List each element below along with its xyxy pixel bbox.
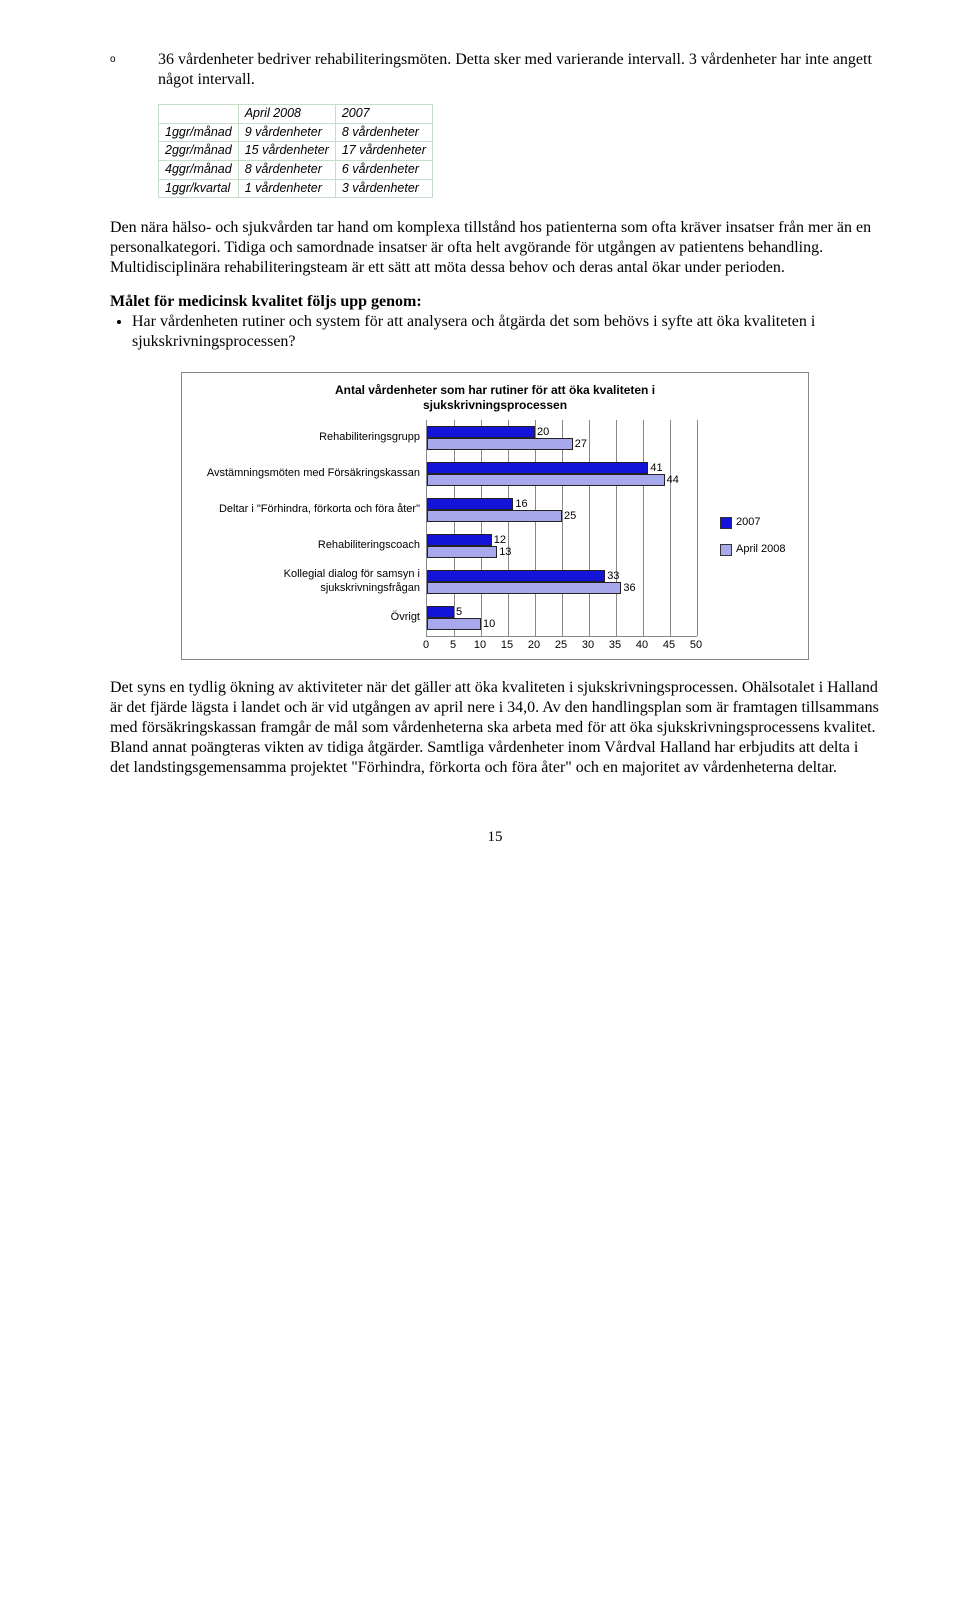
table-row: 1ggr/månad 9 vårdenheter 8 vårdenheter	[159, 123, 433, 142]
chart-category-label: Deltar i "Förhindra, förkorta och föra å…	[190, 492, 420, 528]
chart-bar: 13	[427, 546, 497, 558]
chart-bar-group: 1625	[427, 492, 697, 528]
x-tick-label: 35	[609, 639, 621, 653]
chart-title-line2: sjukskrivningsprocessen	[423, 398, 567, 412]
x-tick-label: 15	[501, 639, 513, 653]
chart-bar: 16	[427, 498, 513, 510]
chart-plot-area: 20274144162512133336510 0510152025303540…	[426, 420, 712, 653]
table-cell: 1ggr/månad	[159, 123, 239, 142]
chart-category-label: Rehabiliteringsgrupp	[190, 420, 420, 456]
x-tick-label: 30	[582, 639, 594, 653]
table-cell: 9 vårdenheter	[238, 123, 335, 142]
table-cell: 1ggr/kvartal	[159, 179, 239, 198]
chart-bar-value: 36	[620, 582, 635, 596]
chart-bar-value: 27	[572, 438, 587, 452]
table-header-row: April 2008 2007	[159, 105, 433, 124]
chart-bar-value: 10	[480, 618, 495, 632]
table-row: 1ggr/kvartal 1 vårdenheter 3 vårdenheter	[159, 179, 433, 198]
table-header-cell: 2007	[335, 105, 432, 124]
x-tick-label: 25	[555, 639, 567, 653]
x-tick-label: 20	[528, 639, 540, 653]
chart-bar: 41	[427, 462, 648, 474]
chart-category-axis: RehabiliteringsgruppAvstämningsmöten med…	[190, 420, 426, 653]
chart-category-label: Avstämningsmöten med Försäkringskassan	[190, 456, 420, 492]
paragraph-1: Den nära hälso- och sjukvården tar hand …	[110, 218, 880, 278]
chart-bar: 27	[427, 438, 573, 450]
chart-title-line1: Antal vårdenheter som har rutiner för at…	[335, 383, 655, 397]
chart-category-label: Övrigt	[190, 600, 420, 636]
chart-bar: 5	[427, 606, 454, 618]
x-tick-label: 10	[474, 639, 486, 653]
table-cell: 8 vårdenheter	[335, 123, 432, 142]
paragraph-2: Det syns en tydlig ökning av aktiviteter…	[110, 678, 880, 778]
x-tick-label: 0	[423, 639, 429, 653]
x-tick-label: 50	[690, 639, 702, 653]
chart-bar: 20	[427, 426, 535, 438]
table-cell: 17 vårdenheter	[335, 142, 432, 161]
table-cell: 2ggr/månad	[159, 142, 239, 161]
goal-list: Har vårdenheten rutiner och system för a…	[110, 312, 880, 352]
chart-bar-group: 4144	[427, 456, 697, 492]
page-number: 15	[110, 828, 880, 847]
chart-bar-group: 2027	[427, 420, 697, 456]
interval-table: April 2008 2007 1ggr/månad 9 vårdenheter…	[158, 104, 433, 198]
x-tick-label: 40	[636, 639, 648, 653]
legend-label: April 2008	[736, 543, 786, 557]
chart-x-axis: 05101520253035404550	[426, 637, 696, 653]
chart-bar: 44	[427, 474, 665, 486]
legend-swatch	[720, 544, 732, 556]
bullet-marker: o	[110, 50, 158, 90]
chart-bar-group: 1213	[427, 528, 697, 564]
table-cell: 1 vårdenheter	[238, 179, 335, 198]
table-cell: 3 vårdenheter	[335, 179, 432, 198]
table-row: 2ggr/månad 15 vårdenheter 17 vårdenheter	[159, 142, 433, 161]
table-header-cell	[159, 105, 239, 124]
table-cell: 6 vårdenheter	[335, 160, 432, 179]
chart-bar-group: 3336	[427, 564, 697, 600]
chart-bar: 36	[427, 582, 621, 594]
chart-bar-value: 25	[561, 510, 576, 524]
intro-bullet-text: 36 vårdenheter bedriver rehabiliteringsm…	[158, 50, 880, 90]
legend-item: April 2008	[720, 543, 800, 557]
legend-label: 2007	[736, 516, 760, 530]
intro-bullet: o 36 vårdenheter bedriver rehabilitering…	[110, 50, 880, 90]
goal-list-item: Har vårdenheten rutiner och system för a…	[132, 312, 880, 352]
table-cell: 15 vårdenheter	[238, 142, 335, 161]
chart-bar-value: 44	[664, 474, 679, 488]
chart-legend: 2007 April 2008	[712, 420, 800, 653]
goal-heading: Målet för medicinsk kvalitet följs upp g…	[110, 292, 880, 312]
chart-bar-group: 510	[427, 600, 697, 636]
legend-swatch	[720, 517, 732, 529]
quality-routines-chart: Antal vårdenheter som har rutiner för at…	[181, 372, 809, 660]
table-cell: 4ggr/månad	[159, 160, 239, 179]
x-tick-label: 5	[450, 639, 456, 653]
chart-bar: 25	[427, 510, 562, 522]
legend-item: 2007	[720, 516, 800, 530]
chart-category-label: Rehabiliteringscoach	[190, 528, 420, 564]
table-row: 4ggr/månad 8 vårdenheter 6 vårdenheter	[159, 160, 433, 179]
table-cell: 8 vårdenheter	[238, 160, 335, 179]
chart-bar: 33	[427, 570, 605, 582]
table-header-cell: April 2008	[238, 105, 335, 124]
chart-bar: 12	[427, 534, 492, 546]
chart-bar: 10	[427, 618, 481, 630]
chart-category-label: Kollegial dialog för samsyn i sjukskrivn…	[190, 564, 420, 600]
chart-title: Antal vårdenheter som har rutiner för at…	[190, 383, 800, 412]
chart-bar-value: 13	[496, 546, 511, 560]
x-tick-label: 45	[663, 639, 675, 653]
goal-lead: Målet för medicinsk kvalitet följs upp g…	[110, 293, 422, 310]
